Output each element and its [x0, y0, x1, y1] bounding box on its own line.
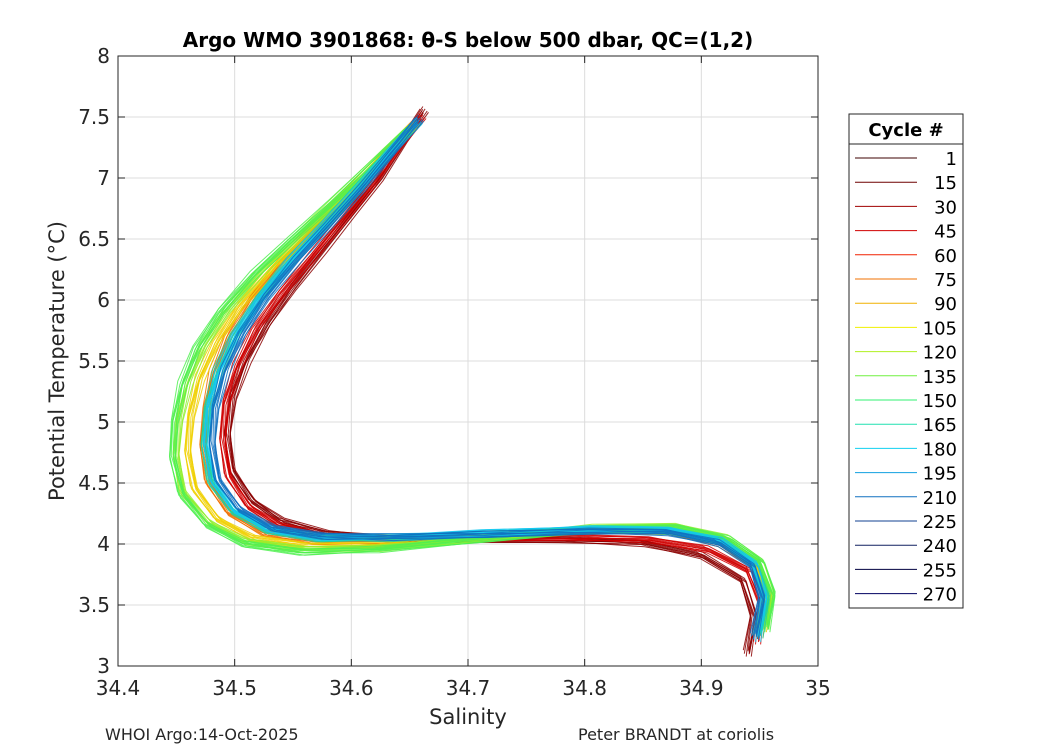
y-axis-label: Potential Temperature (°C) — [45, 221, 69, 501]
x-axis-label: Salinity — [429, 705, 507, 729]
y-tick-label: 7.5 — [78, 105, 110, 129]
x-tick-label: 34.6 — [329, 676, 374, 700]
series-group — [169, 106, 776, 657]
y-tick-label: 3 — [97, 654, 110, 678]
x-tick-label: 34.7 — [446, 676, 491, 700]
legend-entry-label: 75 — [934, 270, 957, 291]
series-line — [214, 120, 765, 640]
series-line — [212, 117, 763, 636]
legend-entry-label: 165 — [923, 415, 957, 436]
legend-box — [848, 113, 964, 609]
x-tick-label: 34.5 — [212, 676, 257, 700]
legend-entry-label: 240 — [923, 536, 957, 557]
legend-entry-label: 105 — [923, 318, 957, 339]
y-tick-label: 4 — [97, 532, 110, 556]
legend-entry-label: 255 — [923, 560, 957, 581]
legend-entry-label: 135 — [923, 367, 957, 388]
y-tick-label: 3.5 — [78, 593, 110, 617]
y-tick-label: 6.5 — [78, 227, 110, 251]
legend-entry-label: 195 — [923, 464, 957, 485]
legend-entry-label: 60 — [934, 246, 957, 267]
legend-entry-label: 15 — [934, 173, 957, 194]
series-line — [224, 118, 765, 645]
y-tick-label: 7 — [97, 166, 110, 190]
legend-entry-label: 45 — [934, 222, 957, 243]
chart-title: Argo WMO 3901868: θ-S below 500 dbar, QC… — [183, 28, 753, 52]
x-tick-label: 34.4 — [96, 676, 141, 700]
series-line — [229, 112, 757, 657]
legend-title: Cycle # — [868, 120, 943, 141]
y-tick-label: 6 — [97, 288, 110, 312]
legend-entry-label: 1 — [946, 149, 957, 170]
legend-entry-label: 150 — [923, 391, 957, 412]
legend-entry-label: 180 — [923, 439, 957, 460]
x-tick-label: 34.8 — [562, 676, 607, 700]
legend: Cycle # 11530456075901051201351501651801… — [848, 113, 964, 609]
legend-entry-label: 90 — [934, 294, 957, 315]
y-tick-label: 5.5 — [78, 349, 110, 373]
y-tick-label: 5 — [97, 410, 110, 434]
legend-entry-label: 210 — [923, 488, 957, 509]
axis-ticks: 34.4 34.5 34.6 34.7 34.8 34.9 35 3 3.5 4 4.5 5 5.5 6 6… — [78, 44, 831, 700]
legend-entries: 1 15 30 45 60 75 90 105 120 135 150 165 180 195 210 225… — [855, 149, 957, 606]
legend-entry-label: 270 — [923, 585, 957, 606]
legend-entry-label: 120 — [923, 343, 957, 364]
y-tick-label: 8 — [97, 44, 110, 68]
x-tick-label: 34.9 — [679, 676, 724, 700]
legend-entry-label: 30 — [934, 197, 957, 218]
series-line — [174, 129, 776, 626]
legend-entry-label: 225 — [923, 512, 957, 533]
y-tick-label: 4.5 — [78, 471, 110, 495]
x-tick-label: 35 — [805, 676, 830, 700]
footer-left-text: WHOI Argo:14-Oct-2025 — [105, 725, 299, 744]
footer-right-text: Peter BRANDT at coriolis — [578, 725, 775, 744]
